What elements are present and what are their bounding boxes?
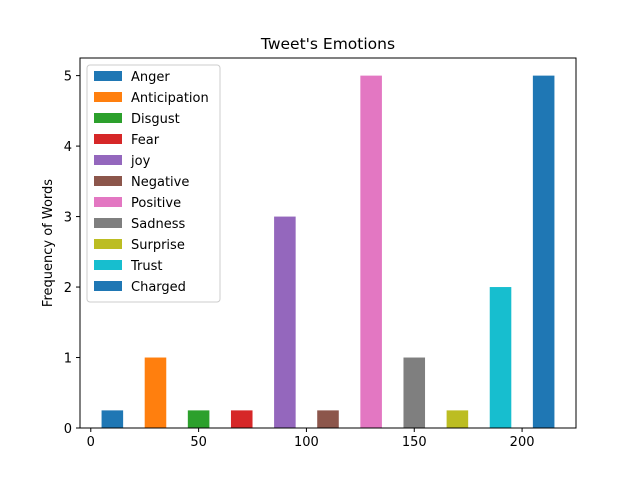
y-tick-label: 4 bbox=[64, 140, 72, 155]
legend-label-disgust: Disgust bbox=[131, 112, 180, 127]
legend-swatch-trust bbox=[94, 260, 122, 270]
legend-swatch-joy bbox=[94, 155, 122, 165]
legend-swatch-sadness bbox=[94, 218, 122, 228]
legend-label-surprise: Surprise bbox=[131, 238, 185, 253]
y-tick-label: 2 bbox=[64, 281, 72, 296]
x-tick-label: 150 bbox=[402, 435, 427, 450]
x-tick-label: 200 bbox=[510, 435, 535, 450]
bar-surprise bbox=[446, 410, 469, 428]
bar-joy bbox=[274, 216, 296, 428]
axes-frame bbox=[79, 57, 577, 429]
x-tick-label: 0 bbox=[87, 435, 95, 450]
legend-label-anger: Anger bbox=[131, 70, 170, 85]
legend-swatch-surprise bbox=[94, 239, 122, 249]
legend-label-negative: Negative bbox=[131, 175, 189, 190]
axes bbox=[79, 57, 577, 429]
y-tick-label: 3 bbox=[64, 211, 72, 226]
legend-swatch-fear bbox=[94, 134, 122, 144]
legend-label-fear: Fear bbox=[131, 133, 160, 148]
bar-sadness bbox=[403, 357, 426, 428]
legend-label-joy: joy bbox=[130, 154, 151, 169]
legend-label-anticipation: Anticipation bbox=[131, 91, 209, 106]
legend-label-sadness: Sadness bbox=[131, 217, 185, 232]
bar-trust bbox=[489, 287, 512, 428]
y-axis-ticks: 0 1 2 3 4 5 bbox=[64, 70, 80, 437]
legend-label-positive: Positive bbox=[131, 196, 181, 211]
legend-swatch-disgust bbox=[94, 113, 122, 123]
bar-negative bbox=[317, 410, 339, 428]
bar-charged bbox=[532, 75, 555, 428]
y-axis-label: Frequency of Words bbox=[41, 179, 56, 307]
legend-label-trust: Trust bbox=[130, 259, 162, 274]
legend-label-charged: Charged bbox=[131, 280, 186, 295]
bar-disgust bbox=[187, 410, 210, 428]
y-tick-label: 5 bbox=[64, 70, 72, 85]
bar-anger bbox=[101, 410, 124, 428]
legend-swatch-anger bbox=[94, 71, 122, 81]
bar-fear bbox=[230, 410, 253, 428]
bar-anticipation bbox=[144, 357, 167, 428]
legend-swatch-negative bbox=[94, 176, 122, 186]
y-tick-label: 1 bbox=[64, 352, 72, 367]
legend-swatch-positive bbox=[94, 197, 122, 207]
bars bbox=[101, 75, 555, 428]
x-tick-label: 100 bbox=[294, 435, 319, 450]
legend-swatch-charged bbox=[94, 281, 122, 291]
x-tick-label: 50 bbox=[190, 435, 207, 450]
chart-title: Tweet's Emotions bbox=[260, 35, 395, 53]
legend: Anger Anticipation Disgust Fear joy Negative P… bbox=[86, 64, 221, 303]
bar-positive bbox=[360, 75, 382, 428]
y-tick-label: 0 bbox=[64, 422, 72, 437]
legend-swatch-anticipation bbox=[94, 92, 122, 102]
x-axis-ticks: 0 50 100 150 200 bbox=[87, 428, 535, 450]
